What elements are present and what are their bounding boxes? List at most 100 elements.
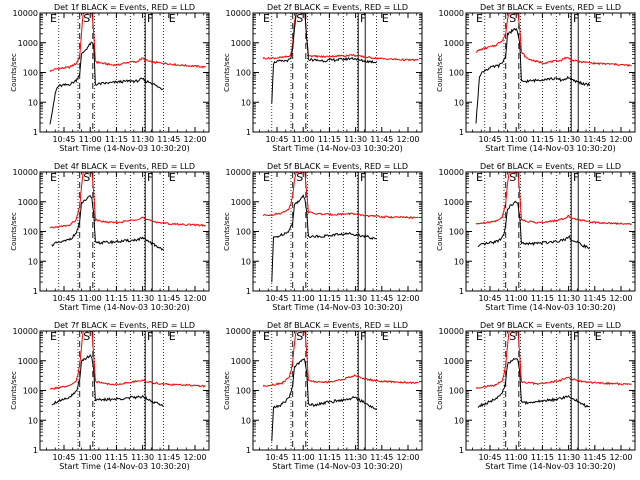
marker-label-e-end: E xyxy=(382,171,389,184)
marker-label-f: F xyxy=(147,171,153,184)
marker-lines xyxy=(484,172,590,291)
series-lld-line xyxy=(262,13,419,62)
x-tick-label: 10:45 xyxy=(265,294,288,303)
marker-label-f: F xyxy=(360,12,366,25)
marker-label-e-start: E xyxy=(50,12,57,25)
x-tick-label: 11:15 xyxy=(318,135,341,144)
y-tick-label: 1000 xyxy=(18,357,38,366)
curves xyxy=(262,172,419,283)
marker-label-f: F xyxy=(360,171,366,184)
x-tick-label: 12:00 xyxy=(183,453,206,462)
marker-label-e-end: E xyxy=(595,12,602,25)
x-tick-label: 10:45 xyxy=(265,135,288,144)
marker-label-f: F xyxy=(360,330,366,343)
y-axis-label: Counts/sec xyxy=(223,371,231,410)
y-tick-label: 1000 xyxy=(444,39,464,48)
x-tick-label: 11:15 xyxy=(105,294,128,303)
y-tick-label: 1000 xyxy=(231,357,251,366)
y-tick-label: 100 xyxy=(23,228,38,237)
y-tick-label: 10000 xyxy=(226,168,251,177)
x-tick-label: 11:00 xyxy=(505,453,528,462)
y-tick-label: 10 xyxy=(454,416,464,425)
series-lld-line xyxy=(49,13,206,73)
x-tick-label: 10:45 xyxy=(478,453,501,462)
series-events-line xyxy=(51,195,164,251)
y-axis-label: Counts/sec xyxy=(436,371,444,410)
y-axis-label: Counts/sec xyxy=(436,212,444,251)
x-tick-label: 10:45 xyxy=(265,453,288,462)
y-tick-label: 1 xyxy=(33,287,38,296)
panel-title: Det 5f BLACK = Events, RED = LLD xyxy=(267,162,408,171)
y-tick-label: 100 xyxy=(23,69,38,78)
x-tick-label: 11:30 xyxy=(344,294,367,303)
marker-label-e-end: E xyxy=(595,330,602,343)
series-events-line xyxy=(49,41,164,125)
marker-label-f: F xyxy=(147,330,153,343)
marker-lines xyxy=(58,331,164,450)
marker-label-s: S xyxy=(83,171,90,184)
x-tick-label: 10:45 xyxy=(52,135,75,144)
x-tick-label: 11:30 xyxy=(344,453,367,462)
series-events-line xyxy=(477,200,590,250)
marker-label-s: S xyxy=(296,171,303,184)
x-axis-label: Start Time (14-Nov-03 10:30:20) xyxy=(59,303,189,312)
x-tick-label: 11:45 xyxy=(583,294,606,303)
y-tick-label: 100 xyxy=(23,387,38,396)
y-tick-label: 10 xyxy=(28,98,38,107)
y-tick-label: 1 xyxy=(33,446,38,455)
x-tick-label: 11:00 xyxy=(79,453,102,462)
x-tick-label: 11:00 xyxy=(79,135,102,144)
y-tick-label: 10 xyxy=(241,416,251,425)
x-tick-label: 10:45 xyxy=(478,294,501,303)
x-tick-label: 11:15 xyxy=(531,294,554,303)
y-tick-label: 10000 xyxy=(439,168,464,177)
x-axis-label: Start Time (14-Nov-03 10:30:20) xyxy=(485,462,615,471)
series-lld-line xyxy=(475,13,632,68)
marker-label-e-start: E xyxy=(263,12,270,25)
marker-label-s: S xyxy=(296,12,303,25)
x-tick-label: 12:00 xyxy=(396,453,419,462)
marker-label-s: S xyxy=(509,12,516,25)
x-tick-label: 11:30 xyxy=(557,453,580,462)
y-tick-label: 1 xyxy=(459,128,464,137)
x-tick-label: 12:00 xyxy=(396,135,419,144)
x-tick-label: 11:00 xyxy=(505,135,528,144)
x-tick-label: 11:00 xyxy=(292,294,315,303)
y-tick-label: 10000 xyxy=(13,9,38,18)
marker-lines xyxy=(271,13,377,132)
x-tick-label: 11:15 xyxy=(318,453,341,462)
x-tick-label: 11:45 xyxy=(583,135,606,144)
marker-label-e-end: E xyxy=(169,330,176,343)
y-tick-label: 1000 xyxy=(444,357,464,366)
y-tick-label: 1000 xyxy=(18,39,38,48)
x-tick-label: 11:30 xyxy=(557,135,580,144)
x-tick-label: 11:45 xyxy=(157,453,180,462)
panel-title: Det 3f BLACK = Events, RED = LLD xyxy=(480,3,621,12)
marker-label-f: F xyxy=(573,330,579,343)
curves xyxy=(262,13,419,104)
x-tick-label: 10:45 xyxy=(52,294,75,303)
series-lld-line xyxy=(49,331,206,390)
y-tick-label: 10 xyxy=(28,416,38,425)
marker-label-e-end: E xyxy=(169,171,176,184)
y-axis-label: Counts/sec xyxy=(10,371,18,410)
x-tick-label: 11:00 xyxy=(292,135,315,144)
series-lld-line xyxy=(262,172,419,220)
series-lld-line xyxy=(475,331,632,389)
y-tick-label: 10 xyxy=(454,257,464,266)
y-tick-label: 1 xyxy=(246,446,251,455)
marker-label-s: S xyxy=(83,12,90,25)
marker-label-f: F xyxy=(573,12,579,25)
marker-label-e-end: E xyxy=(382,330,389,343)
y-tick-label: 100 xyxy=(449,387,464,396)
marker-lines xyxy=(271,172,377,291)
marker-lines xyxy=(271,331,377,450)
x-axis-label: Start Time (14-Nov-03 10:30:20) xyxy=(272,303,402,312)
y-tick-label: 1000 xyxy=(444,198,464,207)
